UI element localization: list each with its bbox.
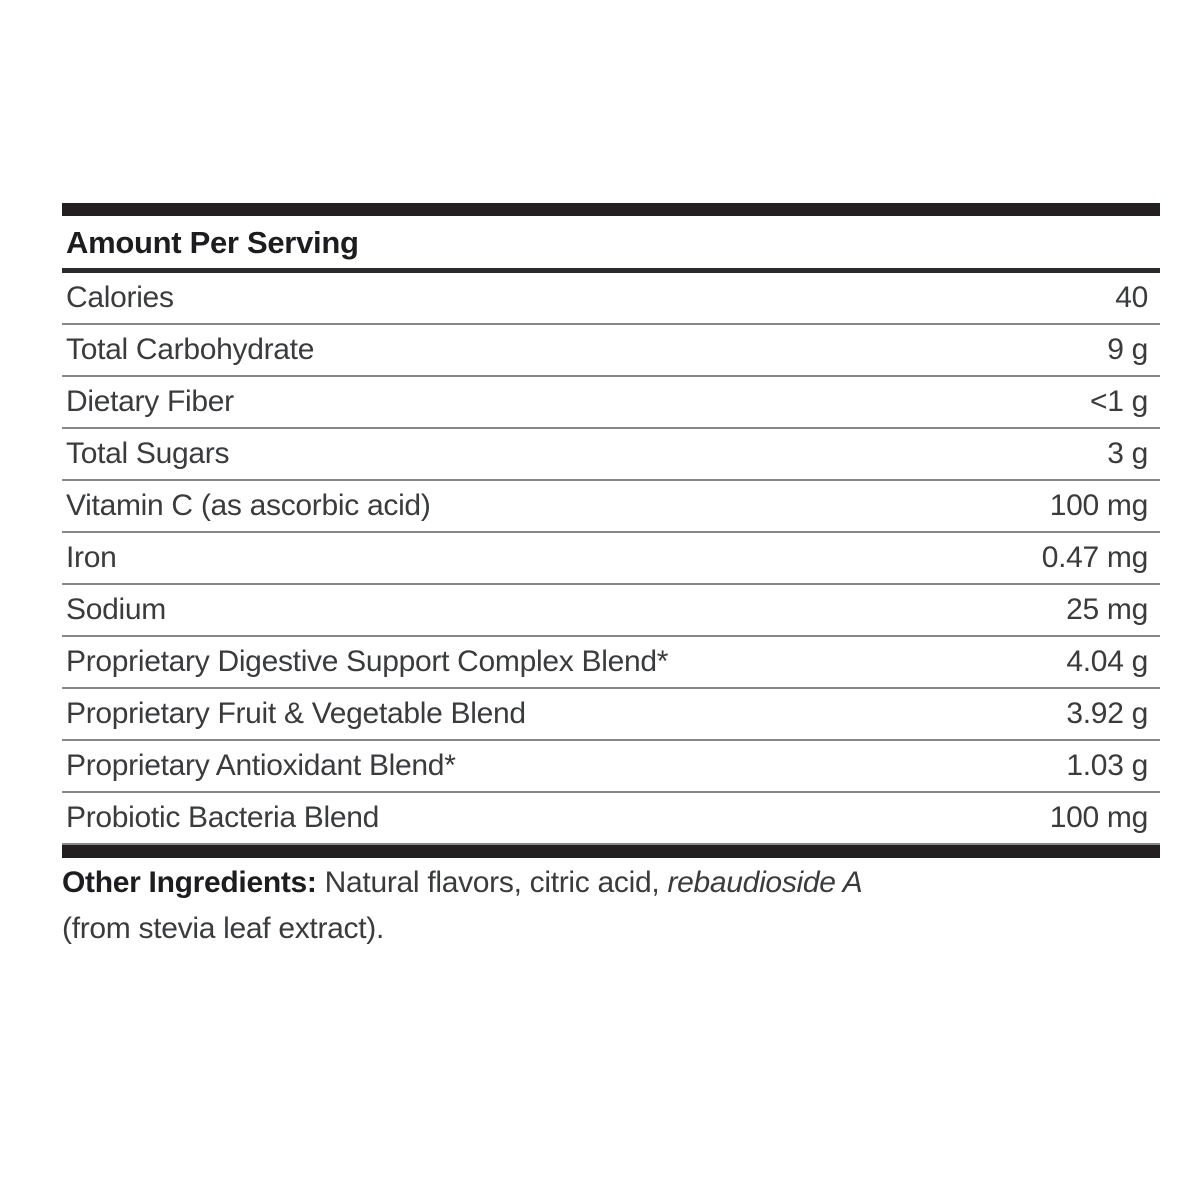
table-row-probiotic-bacteria-blend: Probiotic Bacteria Blend 100 mg [62,793,1160,845]
supplement-facts-table: Amount Per Serving Calories 40 Total Car… [62,203,1160,858]
nutrient-name: Proprietary Fruit & Vegetable Blend [66,697,526,730]
nutrient-amount: 3 g [1107,437,1148,470]
other-ingredients-paragraph: Other Ingredients: Natural flavors, citr… [62,860,1082,952]
nutrient-amount: 100 mg [1049,801,1149,834]
table-row-dietary-fiber: Dietary Fiber <1 g [62,377,1160,429]
table-bottom-bar [62,845,1160,858]
table-row-sodium: Sodium 25 mg [62,585,1160,637]
nutrient-name: Vitamin C (as ascorbic acid) [66,489,431,522]
nutrient-name: Probiotic Bacteria Blend [66,801,379,834]
table-row-calories: Calories 40 [62,273,1160,325]
nutrient-name: Proprietary Antioxidant Blend* [66,749,456,782]
amount-per-serving-header: Amount Per Serving [66,225,359,260]
nutrient-amount: 100 mg [1049,489,1149,522]
nutrient-name: Proprietary Digestive Support Complex Bl… [66,645,669,678]
table-row-vitamin-c: Vitamin C (as ascorbic acid) 100 mg [62,481,1160,533]
header-divider-rule [62,268,1160,273]
nutrient-amount: 1.03 g [1066,749,1148,782]
nutrient-name: Total Carbohydrate [66,333,315,366]
nutrient-name: Total Sugars [66,437,230,470]
nutrient-amount: 40 [1115,281,1148,314]
table-row-iron: Iron 0.47 mg [62,533,1160,585]
other-ingredients-line2: (from stevia leaf extract). [62,912,384,945]
nutrient-amount: 9 g [1107,333,1148,366]
nutrient-amount: 4.04 g [1066,645,1148,678]
other-ingredients-label: Other Ingredients: [62,866,317,899]
nutrient-name: Iron [66,541,117,574]
nutrient-amount: 3.92 g [1066,697,1148,730]
nutrient-amount: 25 mg [1066,593,1148,626]
table-top-bar [62,203,1160,216]
other-ingredients-text: Natural flavors, citric acid, [324,866,660,899]
table-row-fruit-vegetable-blend: Proprietary Fruit & Vegetable Blend 3.92… [62,689,1160,741]
table-row-antioxidant-blend: Proprietary Antioxidant Blend* 1.03 g [62,741,1160,793]
nutrient-name: Sodium [66,593,166,626]
table-row-total-carbohydrate: Total Carbohydrate 9 g [62,325,1160,377]
table-row-total-sugars: Total Sugars 3 g [62,429,1160,481]
other-ingredients-italic-term: rebaudioside A [667,866,863,899]
table-row-digestive-support-blend: Proprietary Digestive Support Complex Bl… [62,637,1160,689]
nutrient-amount: <1 g [1089,385,1148,418]
nutrient-name: Calories [66,281,174,314]
nutrient-amount: 0.47 mg [1041,541,1149,574]
nutrient-name: Dietary Fiber [66,385,234,418]
